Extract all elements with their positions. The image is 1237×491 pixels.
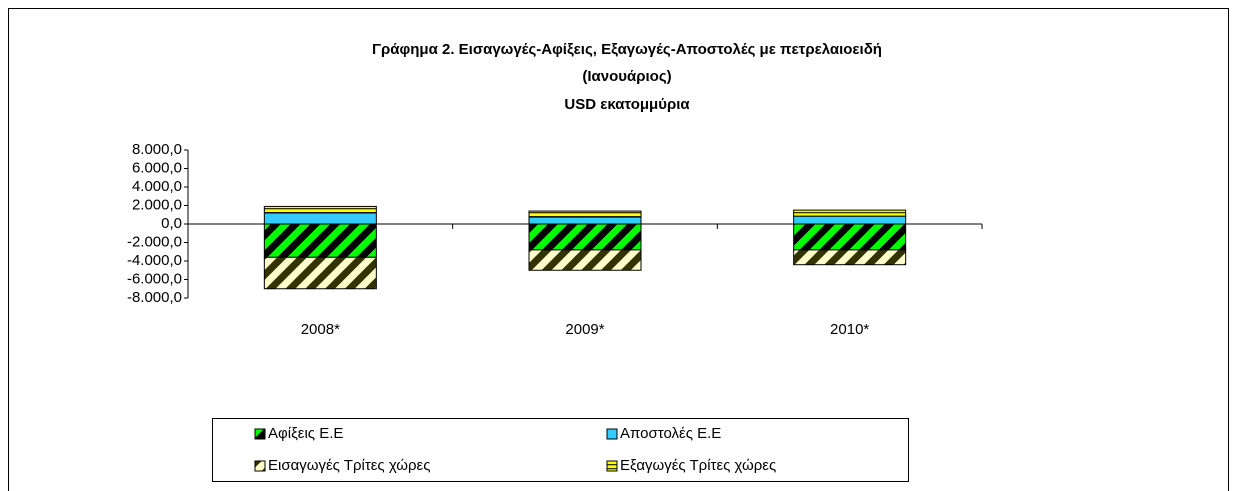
chart-title: (Ιανουάριος) [582, 68, 671, 85]
y-tick-label: -4.000,0 [127, 252, 182, 269]
y-tick-label: 4.000,0 [132, 178, 182, 195]
bar [528, 216, 642, 225]
chart-title: Γράφημα 2. Εισαγωγές-Αφίξεις, Εξαγωγές-Α… [372, 41, 882, 58]
bar [528, 249, 642, 271]
x-tick-label: 2009* [565, 321, 604, 338]
bar [793, 223, 907, 251]
legend-swatch [606, 428, 618, 440]
y-tick-label: -6.000,0 [127, 270, 182, 287]
legend-swatch [606, 460, 618, 472]
bar [263, 205, 377, 214]
bar [263, 256, 377, 290]
bar [263, 212, 377, 225]
chart-title: USD εκατομμύρια [564, 96, 690, 113]
bar [528, 210, 642, 218]
y-tick-label: 8.000,0 [132, 141, 182, 158]
legend-label: Αφίξεις Ε.Ε [268, 425, 343, 442]
legend-label: Εξαγωγές Τρίτες χώρες [620, 457, 776, 474]
legend-label: Αποστολές Ε.Ε [620, 425, 721, 442]
y-tick-label: 6.000,0 [132, 159, 182, 176]
y-tick-label: 0,0 [161, 215, 182, 232]
bar [793, 209, 907, 217]
legend-label: Εισαγωγές Τρίτες χώρες [268, 457, 430, 474]
y-tick-label: -8.000,0 [127, 289, 182, 306]
legend-swatch [254, 428, 266, 440]
bar [793, 249, 907, 266]
bar [528, 223, 642, 251]
y-tick-label: 2.000,0 [132, 196, 182, 213]
legend-swatch [254, 460, 266, 472]
bar [263, 223, 377, 258]
x-tick-label: 2008* [301, 321, 340, 338]
bar [793, 215, 907, 225]
legend-box [212, 418, 909, 482]
y-tick-label: -2.000,0 [127, 233, 182, 250]
x-tick-label: 2010* [830, 321, 869, 338]
